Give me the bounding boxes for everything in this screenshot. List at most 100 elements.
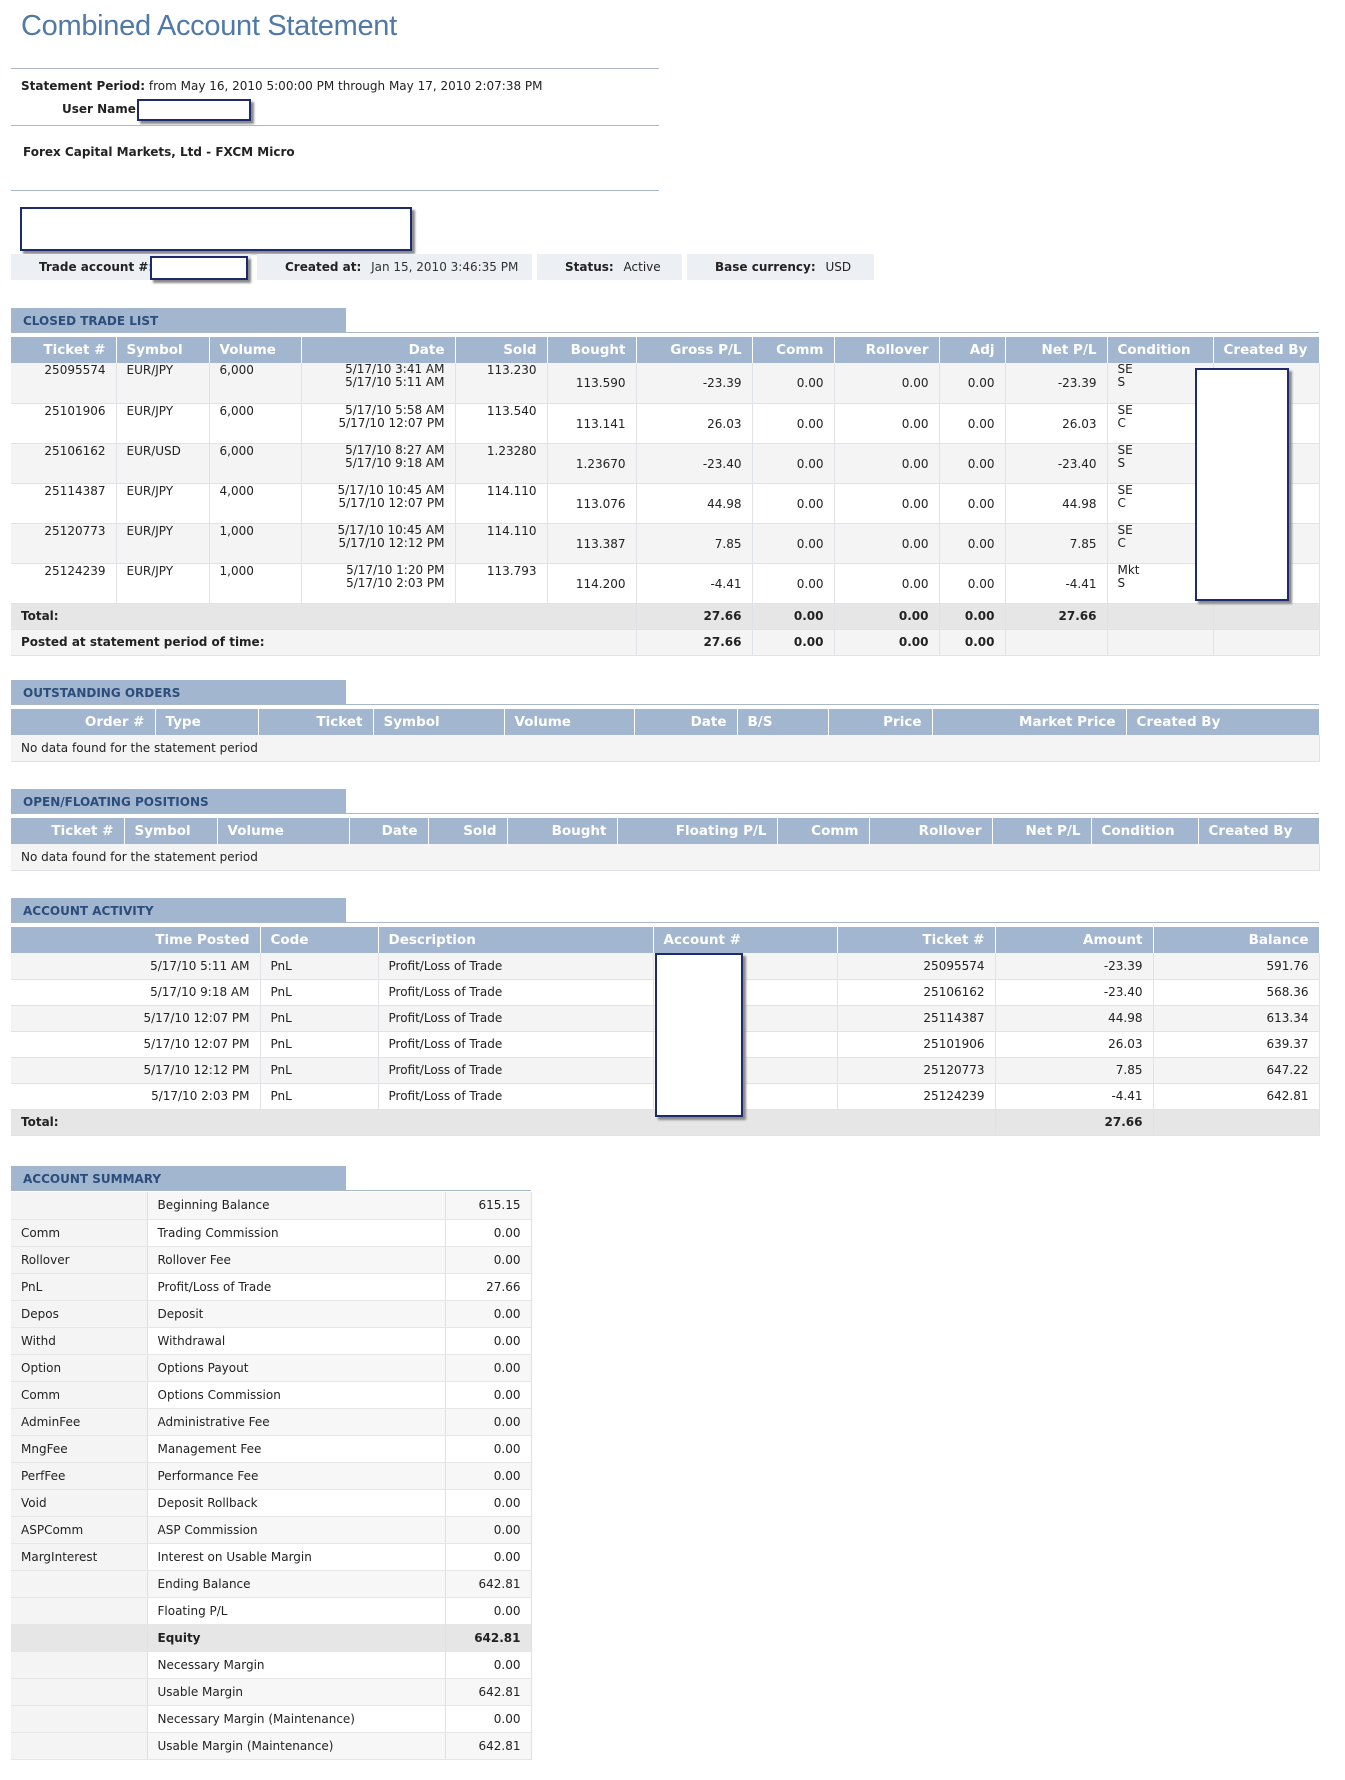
col-net-pl[interactable]: Net P/L — [1005, 337, 1108, 363]
description-cell: Beginning Balance — [147, 1192, 446, 1220]
col-date[interactable]: Date — [301, 337, 456, 363]
table-row: 5/17/10 5:11 AM PnL Profit/Loss of Trade 25… — [11, 953, 1320, 980]
col-balance[interactable]: Balance — [1153, 927, 1320, 953]
balance-cell: 647.22 — [1153, 1057, 1320, 1084]
date-cell: 5/17/10 1:20 PM 5/17/10 2:03 PM — [301, 563, 456, 604]
comm-cell: 0.00 — [752, 483, 835, 524]
bought-cell: 1.23670 — [547, 443, 637, 484]
col-symbol[interactable]: Symbol — [373, 709, 505, 735]
col-rollover[interactable]: Rollover — [869, 818, 993, 844]
redacted-account-numbers — [655, 953, 743, 1117]
time-cell: 5/17/10 12:07 PM — [11, 1031, 261, 1058]
summary-row: Ending Balance 642.81 — [11, 1570, 532, 1598]
col-ticket[interactable]: Ticket — [258, 709, 374, 735]
col-symbol[interactable]: Symbol — [116, 337, 210, 363]
col-bought[interactable]: Bought — [547, 337, 637, 363]
code-cell: Comm — [11, 1219, 148, 1247]
adj-value: 0.00 — [967, 496, 995, 511]
ticket-cell: 25120773 — [11, 523, 117, 564]
col-sold[interactable]: Sold — [455, 337, 548, 363]
close-date: 5/17/10 2:03 PM — [346, 575, 445, 590]
net-cell: -23.39 — [1005, 363, 1108, 404]
col-type[interactable]: Type — [155, 709, 259, 735]
value-cell: 0.00 — [445, 1462, 532, 1490]
col-amount[interactable]: Amount — [995, 927, 1154, 953]
col-created-by[interactable]: Created By — [1126, 709, 1320, 735]
col-order[interactable]: Order # — [11, 709, 156, 735]
col-price[interactable]: Price — [828, 709, 933, 735]
col-volume[interactable]: Volume — [217, 818, 350, 844]
col-code[interactable]: Code — [260, 927, 379, 953]
base-currency-cell: Base currency: USD — [687, 254, 874, 280]
total-label: Total: — [11, 603, 637, 630]
statement-period-label: Statement Period: — [21, 79, 146, 93]
comm-cell: 0.00 — [752, 563, 835, 604]
table-row: 25101906 EUR/JPY 6,000 5/17/10 5:58 AM 5/17/… — [11, 403, 1320, 444]
volume-cell: 6,000 — [209, 443, 302, 484]
condition-line1: SE — [1117, 523, 1133, 537]
col-rollover[interactable]: Rollover — [834, 337, 940, 363]
code-cell: Comm — [11, 1381, 148, 1409]
summary-row: Withd Withdrawal 0.00 — [11, 1327, 532, 1355]
col-market-price[interactable]: Market Price — [932, 709, 1127, 735]
ticket-cell: 25124239 — [11, 563, 117, 604]
adj-cell: 0.00 — [939, 443, 1006, 484]
amount-cell: 26.03 — [995, 1031, 1154, 1058]
date-cell: 5/17/10 10:45 AM 5/17/10 12:07 PM — [301, 483, 456, 524]
code-cell: Withd — [11, 1327, 148, 1355]
description-cell: Options Payout — [147, 1354, 446, 1382]
base-currency-label: Base currency: — [715, 260, 816, 274]
comm-cell: 0.00 — [752, 403, 835, 444]
col-adj[interactable]: Adj — [939, 337, 1006, 363]
summary-row: Comm Trading Commission 0.00 — [11, 1219, 532, 1247]
col-net-pl[interactable]: Net P/L — [992, 818, 1092, 844]
volume-cell: 1,000 — [209, 523, 302, 564]
total-gross: 27.66 — [636, 603, 753, 630]
col-ticket[interactable]: Ticket # — [11, 337, 117, 363]
balance-cell: 591.76 — [1153, 953, 1320, 980]
col-account[interactable]: Account # — [653, 927, 838, 953]
col-volume[interactable]: Volume — [209, 337, 302, 363]
col-created-by[interactable]: Created By — [1213, 337, 1320, 363]
comm-value: 0.00 — [796, 536, 824, 551]
col-ticket[interactable]: Ticket # — [837, 927, 996, 953]
table-row: 5/17/10 12:07 PM PnL Profit/Loss of Trade 2… — [11, 1005, 1320, 1032]
col-bought[interactable]: Bought — [507, 818, 618, 844]
col-time-posted[interactable]: Time Posted — [11, 927, 261, 953]
rollover-value: 0.00 — [901, 456, 929, 471]
section-divider — [11, 1190, 531, 1191]
code-cell: PnL — [260, 979, 379, 1006]
bought-cell: 113.387 — [547, 523, 637, 564]
code-cell: Depos — [11, 1300, 148, 1328]
condition-line1: Mkt — [1117, 563, 1140, 577]
empty-cell — [1107, 603, 1214, 630]
rollover-value: 0.00 — [901, 376, 929, 390]
col-created-by[interactable]: Created By — [1198, 818, 1320, 844]
col-comm[interactable]: Comm — [752, 337, 835, 363]
redacted-user-name — [137, 99, 251, 121]
description-cell: Performance Fee — [147, 1462, 446, 1490]
col-sold[interactable]: Sold — [428, 818, 508, 844]
col-date[interactable]: Date — [349, 818, 429, 844]
col-date[interactable]: Date — [634, 709, 738, 735]
col-bs[interactable]: B/S — [737, 709, 829, 735]
col-comm[interactable]: Comm — [777, 818, 870, 844]
col-floating-pl[interactable]: Floating P/L — [617, 818, 778, 844]
col-symbol[interactable]: Symbol — [124, 818, 218, 844]
col-ticket[interactable]: Ticket # — [11, 818, 125, 844]
col-description[interactable]: Description — [378, 927, 654, 953]
col-condition[interactable]: Condition — [1107, 337, 1214, 363]
comm-cell: 0.00 — [752, 443, 835, 484]
posted-row: Posted at statement period of time: 27.66… — [11, 629, 1320, 656]
total-row: Total: 27.66 — [11, 1109, 1320, 1136]
table-row: 25095574 EUR/JPY 6,000 5/17/10 3:41 AM 5/17/… — [11, 363, 1320, 404]
adj-cell: 0.00 — [939, 403, 1006, 444]
col-volume[interactable]: Volume — [504, 709, 635, 735]
symbol-cell: EUR/JPY — [116, 563, 210, 604]
description-cell: Necessary Margin (Maintenance) — [147, 1705, 446, 1733]
account-activity-table: Time Posted Code Description Account # T… — [11, 927, 1320, 1136]
col-condition[interactable]: Condition — [1091, 818, 1199, 844]
col-gross-pl[interactable]: Gross P/L — [636, 337, 753, 363]
code-cell: AdminFee — [11, 1408, 148, 1436]
symbol-cell: EUR/JPY — [116, 483, 210, 524]
